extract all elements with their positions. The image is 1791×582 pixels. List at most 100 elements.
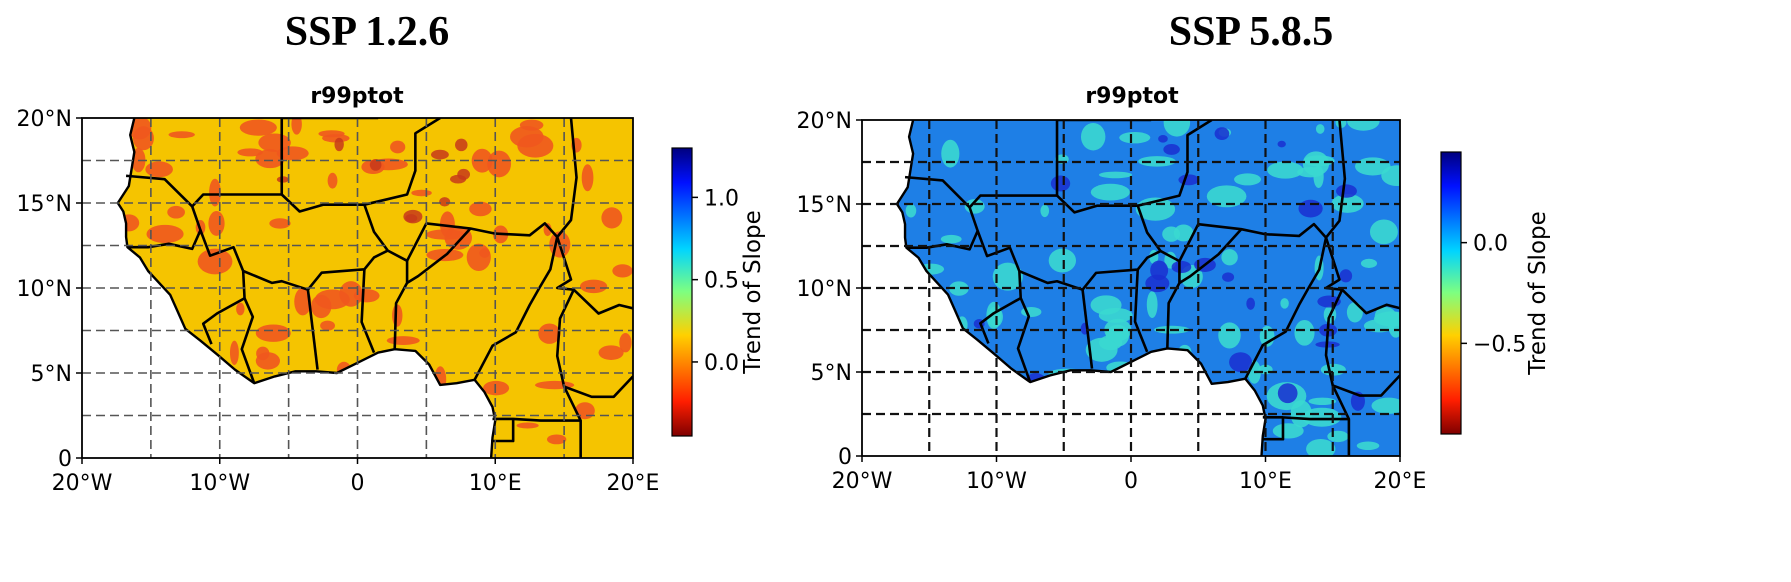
trend-patch — [1050, 175, 1071, 192]
trend-patch — [1302, 151, 1330, 176]
trend-patch — [1360, 258, 1378, 268]
gridlines — [862, 120, 1400, 456]
trend-patch — [1327, 430, 1349, 443]
trend-patch — [318, 130, 345, 138]
border-line — [492, 417, 581, 422]
colorbar — [1440, 151, 1462, 435]
border-line — [563, 375, 633, 399]
border-line — [201, 297, 246, 345]
trend-patch — [1086, 394, 1122, 410]
trend-patch — [269, 218, 291, 229]
trend-patch — [324, 387, 351, 402]
trend-patch — [138, 351, 148, 360]
trend-patch — [167, 205, 185, 219]
colorbar-label: Trend of Slope — [1525, 211, 1551, 376]
trend-patch — [1072, 402, 1092, 409]
trend-patch — [1155, 441, 1195, 456]
border-line — [1056, 194, 1181, 349]
trend-patch — [1090, 295, 1122, 315]
coastline — [116, 118, 497, 458]
trend-patch — [255, 352, 280, 370]
trend-patch — [334, 137, 344, 152]
trend-patch — [538, 323, 561, 344]
border-line — [280, 193, 409, 350]
trend-patch — [1040, 204, 1050, 218]
trend-patch — [1346, 302, 1363, 323]
trend-patch — [1347, 120, 1380, 131]
trend-patch — [146, 224, 184, 244]
trend-patch — [992, 262, 1023, 291]
trend-patch — [1163, 143, 1180, 155]
trend-patch — [237, 148, 263, 157]
trend-patch — [1080, 380, 1102, 391]
trend-patch — [1336, 184, 1357, 198]
trend-patch — [1168, 429, 1184, 453]
colorbar-tick-label: −0.5 — [1473, 332, 1526, 357]
scenario-title: SSP 5.8.5 — [1168, 9, 1334, 55]
border-line — [406, 227, 472, 285]
trend-patch — [1218, 322, 1241, 349]
border-line — [979, 296, 1022, 344]
trend-patch — [487, 150, 512, 178]
trend-patch — [291, 118, 302, 135]
trend-patch — [145, 161, 173, 178]
trend-patch — [469, 419, 485, 442]
border-line — [555, 236, 582, 458]
y-tick-label: 5°N — [31, 362, 72, 387]
border-line — [191, 118, 284, 208]
trend-patch — [1085, 337, 1118, 362]
trend-patch — [1178, 174, 1200, 186]
trend-patch — [1045, 392, 1072, 402]
trend-patch — [1272, 423, 1304, 439]
border-line — [1244, 120, 1347, 380]
trend-patch — [1043, 428, 1061, 446]
trend-patch — [144, 331, 178, 353]
trend-patch — [386, 336, 420, 345]
border-line — [572, 288, 633, 315]
trend-patch — [1306, 438, 1336, 456]
trend-patch — [956, 438, 972, 455]
border-line — [360, 269, 376, 354]
x-tick-label: 0 — [1124, 469, 1138, 494]
trend-patch — [307, 437, 348, 452]
trend-patch — [619, 333, 632, 353]
trend-patch — [1246, 297, 1255, 310]
trend-patch — [510, 126, 544, 148]
y-tick-label: 5°N — [811, 361, 852, 386]
trend-patch — [327, 172, 338, 189]
trend-patch — [243, 411, 280, 431]
trend-patch — [466, 243, 491, 272]
trend-patch — [483, 380, 510, 396]
trend-patch — [375, 392, 401, 412]
colorbar — [671, 147, 693, 437]
trend-patch — [1173, 224, 1194, 242]
border-line — [1332, 374, 1400, 397]
border-line — [976, 230, 1032, 383]
trend-patch — [118, 214, 140, 232]
y-tick-label: 20°N — [797, 109, 852, 134]
trend-patch — [258, 388, 289, 405]
trend-patch — [1369, 219, 1398, 245]
trend-patch — [1214, 127, 1230, 140]
x-tick-label: 0 — [351, 471, 365, 496]
trend-patch — [1234, 173, 1262, 186]
border-line — [1018, 249, 1162, 291]
trend-patch — [436, 409, 450, 426]
trend-patch — [1222, 272, 1235, 282]
trend-patch — [1371, 397, 1400, 414]
border-line — [473, 118, 578, 381]
trend-patch — [1158, 134, 1168, 143]
colorbar-tick-label: 1.0 — [704, 186, 739, 211]
trend-patch — [905, 203, 917, 218]
trend-patch — [141, 323, 158, 347]
trend-patch — [1090, 183, 1131, 201]
trend-patch — [1206, 185, 1247, 208]
trend-patch — [197, 248, 233, 275]
trend-patch — [1145, 274, 1170, 293]
x-tick-label: 20°W — [832, 469, 893, 494]
trend-patch — [403, 209, 423, 224]
trend-patch — [1098, 171, 1133, 179]
y-tick-label: 15°N — [797, 193, 852, 218]
trend-patch — [598, 345, 624, 360]
trend-patch — [581, 164, 594, 192]
